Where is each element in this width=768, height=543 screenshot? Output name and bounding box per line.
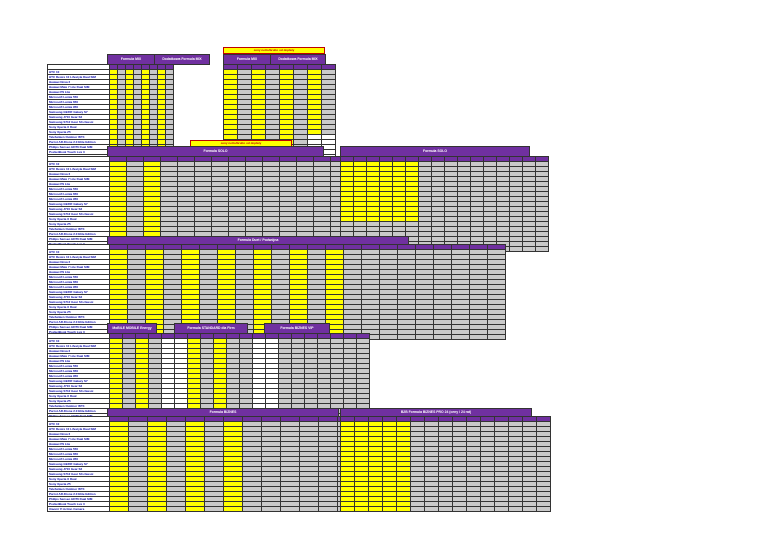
table-row: Huawei P9 Lite — [47, 358, 370, 364]
price-cell — [354, 506, 369, 512]
table-row: Microsoft Lumia 650 — [47, 279, 506, 285]
price-cell — [509, 246, 523, 252]
price-cell — [536, 506, 551, 512]
table-row — [340, 446, 551, 452]
table-row: Telefunken Outdoor WT4 — [47, 314, 506, 320]
price-cell — [494, 506, 509, 512]
price-cell — [535, 246, 549, 252]
table-row — [340, 461, 551, 467]
table-duet: HTC 10 HTC Desire 10 Lifestyle Dual SIM Hu… — [47, 244, 506, 340]
price-cell — [223, 506, 243, 512]
table-row — [223, 69, 336, 75]
price-cell — [451, 334, 470, 340]
dodatkowa-formula-mix-header: Dodatkowa Formula MIX — [154, 54, 210, 65]
table-row: Sony Xperia X Dual — [47, 304, 506, 310]
table-row: Sony Xperia Z5 — [47, 398, 370, 404]
table-row — [340, 181, 549, 187]
table-row — [340, 496, 551, 502]
table-row — [340, 506, 551, 512]
price-cell — [522, 506, 537, 512]
price-cell — [410, 506, 425, 512]
price-cell — [379, 334, 398, 340]
price-cell — [340, 506, 355, 512]
price-cell — [109, 506, 129, 512]
table-biznes-pro — [340, 416, 551, 512]
price-cell — [480, 506, 495, 512]
table-row: Samsung G930F Galaxy S7 — [47, 109, 174, 115]
price-cell — [299, 506, 319, 512]
price-cell — [382, 506, 397, 512]
price-cell — [466, 506, 481, 512]
table-row — [340, 191, 549, 197]
table-row: Huawei P9 Lite — [47, 89, 174, 95]
table-row — [340, 186, 549, 192]
price-note: ceny netto/brutto od dopłaty — [223, 47, 325, 54]
table-row — [340, 161, 549, 167]
price-cell — [508, 506, 523, 512]
table-row: Microsoft Lumia 550 — [47, 274, 506, 280]
device-name: Xiaomi Yi Action Camera — [47, 506, 110, 512]
price-cell — [396, 506, 411, 512]
price-cell — [166, 506, 186, 512]
table-row — [340, 221, 549, 227]
table-row — [340, 201, 549, 207]
table-solo-right — [340, 156, 549, 252]
price-cell — [469, 334, 488, 340]
price-cell — [261, 506, 281, 512]
table-row — [223, 114, 336, 120]
table-row: Sony Xperia X Dual — [47, 124, 174, 130]
table-row: Samsung S712 Gear S3 classic — [47, 299, 506, 305]
table-row — [340, 491, 551, 497]
price-cell — [280, 506, 300, 512]
table-row: Samsung G930F Galaxy S7 — [47, 289, 506, 295]
table-row: Microsoft Lumia 950 — [47, 284, 506, 290]
table-row — [340, 486, 551, 492]
table-row: Huawei P9 Lite — [47, 441, 414, 447]
table-row: Sony Xperia Z5 — [47, 309, 506, 315]
price-cell — [424, 506, 439, 512]
table-row: Parrot AR.Drone 2.0 Elite Edition — [47, 491, 414, 497]
price-cell — [368, 506, 383, 512]
price-cell — [128, 506, 148, 512]
table-row: Samsung S712 Gear S3 classic — [47, 388, 370, 394]
table-row — [340, 441, 551, 447]
table-row: Microsoft Lumia 550 — [47, 186, 382, 192]
price-cell — [433, 334, 452, 340]
table-row: Huawei Nova 2 — [47, 348, 370, 354]
price-cell — [204, 506, 224, 512]
table-row — [223, 79, 336, 85]
table-row — [340, 226, 549, 232]
price-cell — [438, 506, 453, 512]
price-cell — [242, 506, 262, 512]
table-row: Samsung J710 Gear S2 — [47, 114, 174, 120]
price-cell — [452, 506, 467, 512]
table-row: HTC 10 — [47, 161, 382, 167]
price-cell — [147, 506, 167, 512]
table-row: Microsoft Lumia 650 — [47, 191, 382, 197]
price-cell — [487, 334, 506, 340]
price-cell — [415, 334, 434, 340]
price-cell — [522, 246, 536, 252]
price-cell — [185, 506, 205, 512]
price-cell — [318, 506, 338, 512]
table-row — [340, 456, 551, 462]
price-cell — [397, 334, 416, 340]
table-row — [340, 211, 549, 217]
table-row: HTC Desire 10 Lifestyle Dual SIM — [47, 74, 174, 80]
table-row: HTC Desire 10 Lifestyle Dual SIM — [47, 343, 370, 349]
table-row — [223, 109, 336, 115]
table-row — [340, 436, 551, 442]
